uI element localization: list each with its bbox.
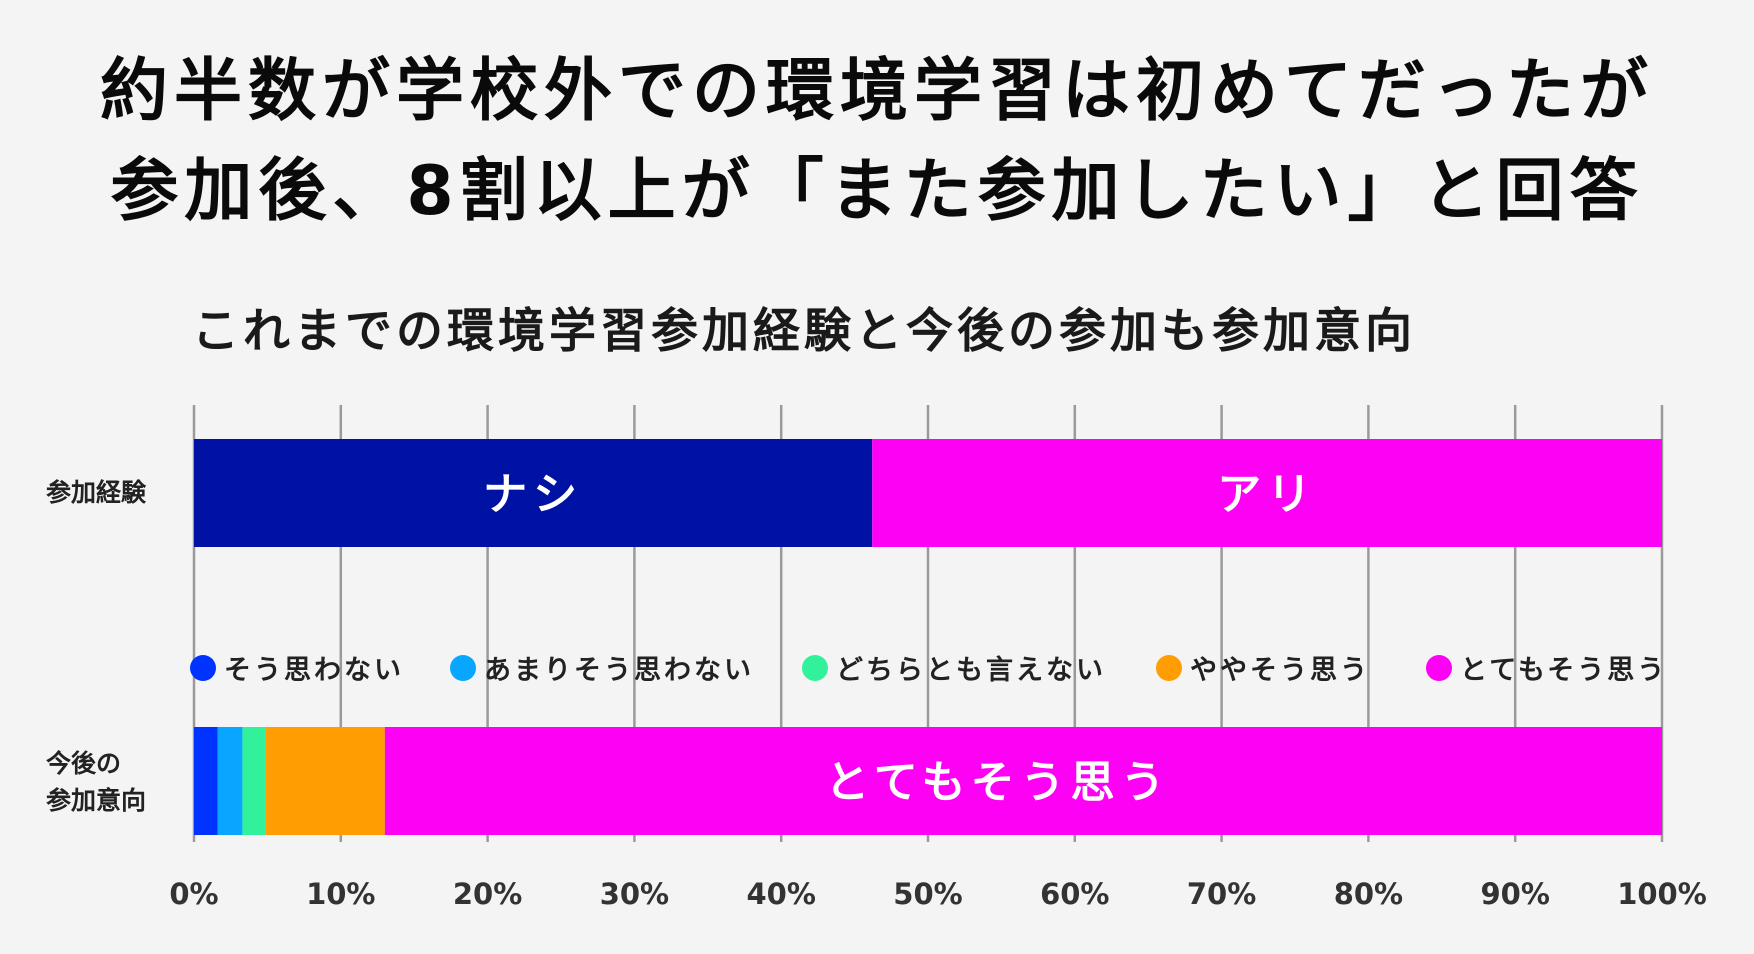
x-tick-label-10: 100% <box>1617 877 1707 911</box>
legend-label-0: そう思わない <box>224 655 404 686</box>
bar-segment-0-0 <box>194 439 873 547</box>
bar-segment-1-0 <box>194 727 218 835</box>
legend-item-2: どちらとも言えない <box>802 648 1106 687</box>
x-tick-label-4: 40% <box>746 877 815 911</box>
row-label-experience: 参加経験 <box>46 478 147 507</box>
segment-label-1-4: とてもそう思う <box>825 757 1171 808</box>
bar-segment-1-1 <box>217 727 243 835</box>
legend-swatch-0 <box>190 654 216 681</box>
bar-segment-1-4 <box>384 727 1663 835</box>
x-tick-label-8: 80% <box>1334 877 1403 911</box>
x-tick-label-1: 10% <box>306 877 375 911</box>
legend-label-3: ややそう思う <box>1190 655 1370 686</box>
chart-title: これまでの環境学習参加経験と今後の参加も参加意向 <box>192 304 1416 359</box>
bar-segment-0-1 <box>872 439 1662 547</box>
x-tick-label-9: 90% <box>1480 877 1549 911</box>
legend-item-0: そう思わない <box>190 648 404 687</box>
legend-swatch-4 <box>1426 654 1452 681</box>
legend-swatch-2 <box>802 654 828 681</box>
x-tick-label-2: 20% <box>453 877 522 911</box>
x-tick-label-6: 60% <box>1040 877 1109 911</box>
legend-item-1: あまりそう思わない <box>450 648 754 687</box>
headline-line-2: 参加後、8割以上が「また参加したい」と回答 <box>110 152 1644 231</box>
segment-label-0-1: アリ <box>1217 469 1317 520</box>
legend-label-2: どちらとも言えない <box>836 655 1106 686</box>
row-label-intention-line-1: 今後の <box>46 749 122 778</box>
bar-segment-1-2 <box>242 727 266 835</box>
segment-label-0-0: ナシ <box>483 469 583 520</box>
x-tick-label-5: 50% <box>893 877 962 911</box>
legend-item-4: とてもそう思う <box>1426 648 1667 687</box>
legend-swatch-3 <box>1156 654 1182 681</box>
legend-item-3: ややそう思う <box>1156 648 1370 687</box>
legend-label-4: とてもそう思う <box>1460 655 1668 686</box>
x-tick-label-7: 70% <box>1187 877 1256 911</box>
legend-label-1: あまりそう思わない <box>484 655 754 686</box>
x-tick-label-0: 0% <box>169 877 218 911</box>
row-label-intention: 今後の 参加意向 <box>46 745 146 819</box>
bar-segment-1-3 <box>265 727 385 835</box>
x-tick-label-3: 30% <box>600 877 669 911</box>
headline-line-1: 約半数が学校外での環境学習は初めてだったが <box>99 52 1654 131</box>
row-label-intention-line-2: 参加意向 <box>46 786 147 815</box>
legend-swatch-1 <box>450 654 476 681</box>
